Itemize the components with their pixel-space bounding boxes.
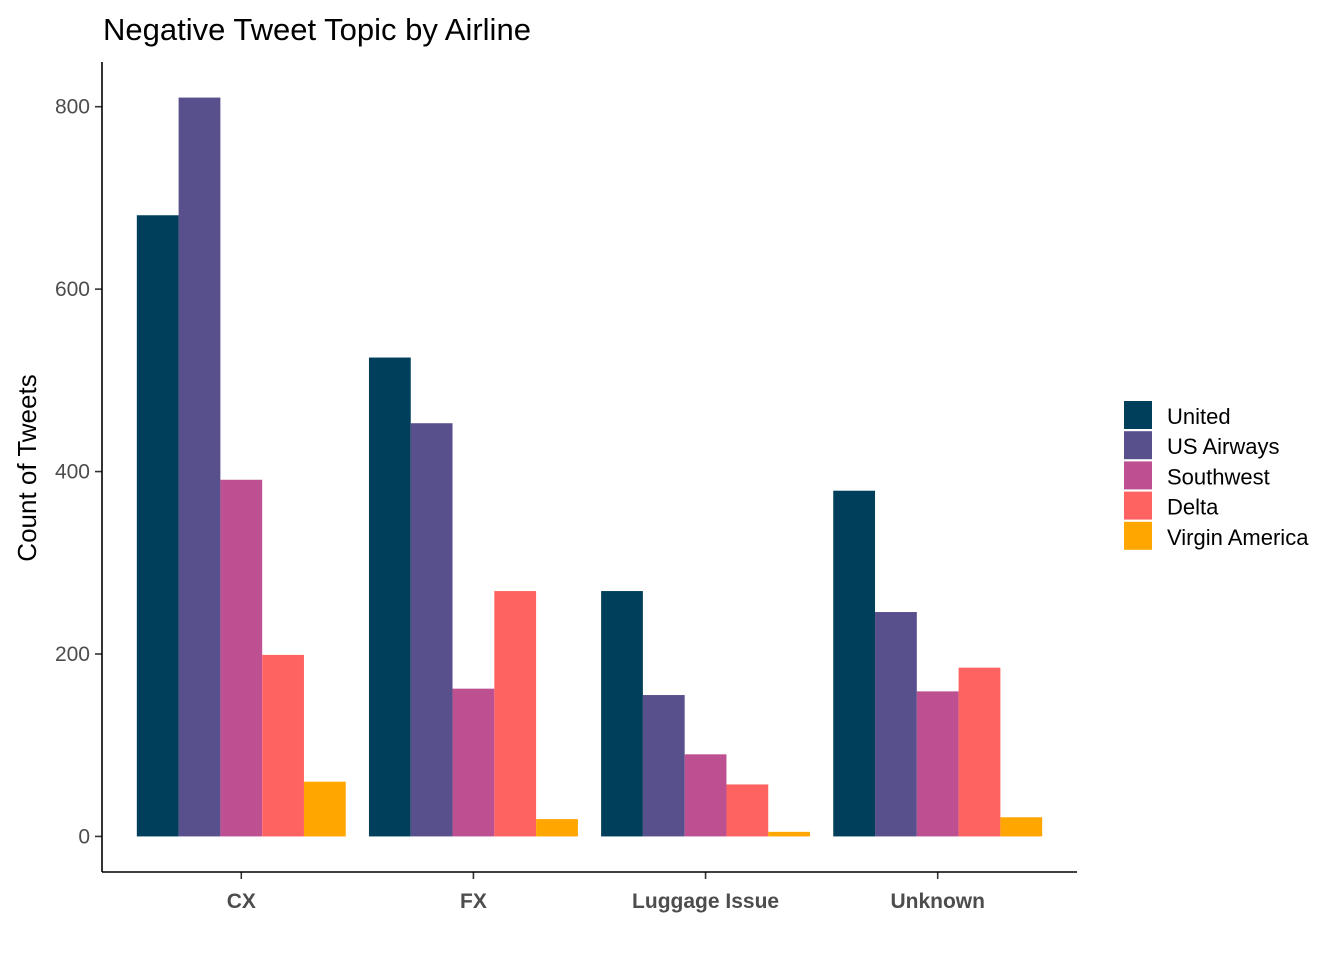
y-axis-label: Count of Tweets [12, 374, 42, 561]
y-axis-ticks: 0 200 400 600 800 [55, 96, 102, 848]
x-tick-label-fx: FX [460, 890, 487, 913]
y-tick-label-400: 400 [55, 461, 90, 484]
legend-key-virgin-america [1124, 521, 1152, 550]
legend-key-delta [1124, 491, 1152, 520]
bar-unknown-delta [958, 667, 1001, 837]
y-tick-label-0: 0 [78, 825, 90, 848]
bar-fx-delta [494, 591, 537, 837]
bar-fx-us-airways [410, 423, 453, 837]
bar-unknown-us-airways [875, 612, 917, 837]
legend-key-us-airways [1124, 431, 1152, 460]
y-tick-label-600: 600 [55, 278, 90, 301]
legend-label-delta: Delta [1167, 495, 1219, 520]
bar-cx-united [136, 215, 179, 837]
bar-unknown-united [833, 490, 876, 837]
bar-cx-virgin-america [303, 781, 346, 837]
bars [136, 97, 1043, 837]
bar-luggage-issue-virgin-america [768, 831, 811, 837]
bar-luggage-issue-united [601, 591, 643, 837]
legend-label-virgin-america: Virgin America [1167, 525, 1309, 550]
legend: United US Airways Southwest Delta Virgin Ame… [1124, 401, 1309, 550]
legend-label-united: United [1167, 404, 1231, 429]
bar-cx-southwest [220, 479, 263, 837]
legend-label-southwest: Southwest [1167, 464, 1270, 489]
bar-cx-delta [262, 654, 304, 837]
y-tick-label-200: 200 [55, 643, 90, 666]
y-tick-label-800: 800 [55, 96, 90, 119]
bar-fx-southwest [452, 688, 495, 837]
bar-unknown-virgin-america [1000, 817, 1043, 837]
bar-cx-us-airways [178, 97, 221, 837]
legend-label-us-airways: US Airways [1167, 434, 1279, 459]
plot-area: 0 200 400 600 800 CX FX Luggage Issue Unknown [55, 62, 1077, 913]
x-tick-label-unknown: Unknown [890, 890, 985, 913]
bar-fx-united [368, 357, 411, 837]
legend-key-southwest [1124, 461, 1152, 490]
bar-luggage-issue-us-airways [642, 695, 685, 837]
x-tick-label-cx: CX [227, 890, 256, 913]
x-tick-label-luggage-issue: Luggage Issue [632, 890, 779, 913]
chart-title: Negative Tweet Topic by Airline [103, 12, 531, 47]
legend-key-united [1124, 401, 1152, 429]
bar-unknown-southwest [916, 691, 959, 837]
bar-luggage-issue-delta [726, 784, 769, 837]
bar-luggage-issue-southwest [684, 754, 727, 837]
x-axis-ticks: CX FX Luggage Issue Unknown [227, 872, 985, 913]
bar-fx-virgin-america [536, 819, 578, 837]
